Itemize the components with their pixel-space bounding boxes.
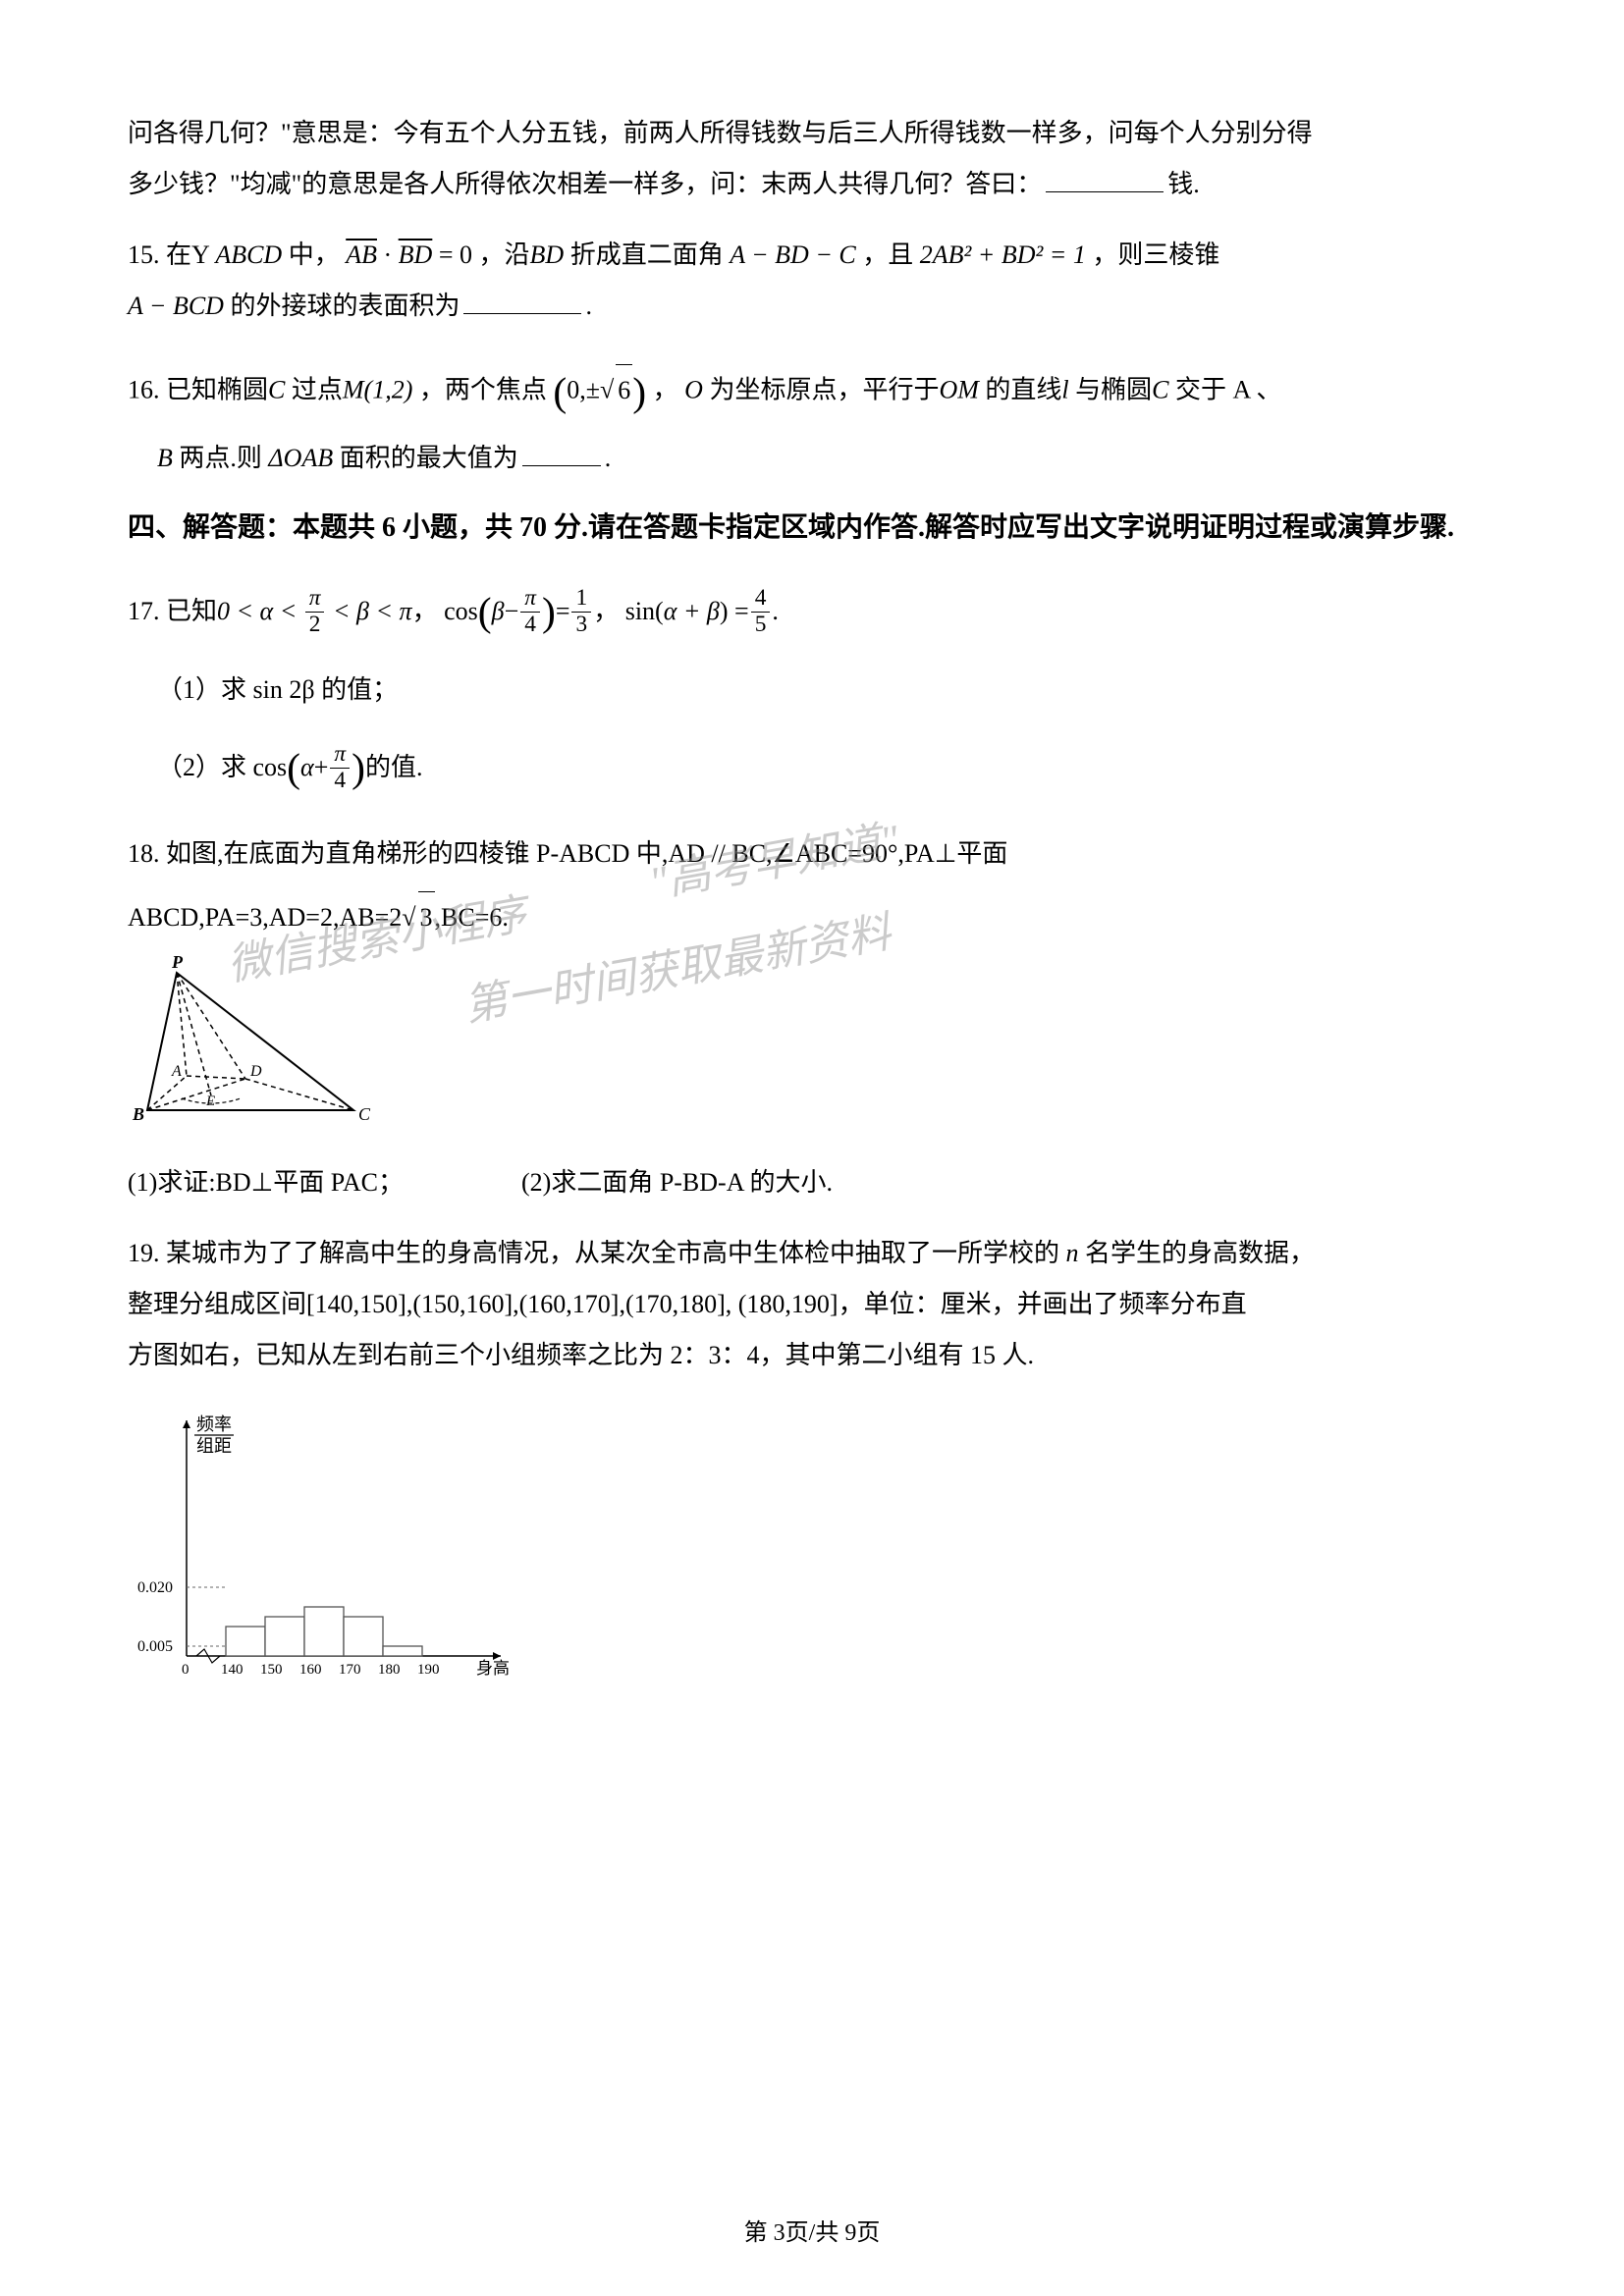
q17-inequality: 0 < α < π2 < β < π xyxy=(217,586,412,637)
svg-text:身高: 身高 xyxy=(476,1659,510,1678)
q18-parts: (1)求证:BD⊥平面 PAC； (2)求二面角 P-BD-A 的大小. xyxy=(128,1157,1496,1208)
q19-line2: 整理分组成区间[140,150],(150,160],(160,170],(17… xyxy=(128,1279,1496,1330)
svg-text:A: A xyxy=(171,1063,182,1080)
q16-blank xyxy=(522,436,601,466)
q14-line1: 问各得几何？"意思是：今有五个人分五钱，前两人所得钱数与后三人所得钱数一样多，问… xyxy=(128,108,1496,159)
svg-text:B: B xyxy=(132,1104,144,1124)
q17-line1: 17. 已知 0 < α < π2 < β < π ， cos(β − π4) … xyxy=(128,571,1496,653)
svg-text:0: 0 xyxy=(182,1662,189,1678)
page-footer: 第 3页/共 9页 xyxy=(0,2210,1624,2257)
svg-text:190: 190 xyxy=(417,1662,440,1678)
svg-text:160: 160 xyxy=(299,1662,322,1678)
svg-text:P: P xyxy=(171,953,184,972)
svg-text:组距: 组距 xyxy=(196,1436,232,1456)
q17-sin-expr: sin(α + β) = 45 xyxy=(625,586,773,637)
svg-text:150: 150 xyxy=(260,1662,283,1678)
q17: 17. 已知 0 < α < π2 < β < π ， cos(β − π4) … xyxy=(128,571,1496,809)
pyramid-icon: P A D B C E xyxy=(128,953,383,1130)
q19: 19. 某城市为了了解高中生的身高情况，从某次全市高中生体检中抽取了一所学校的 … xyxy=(128,1228,1496,1713)
q18-line2: ABCD,PA=3,AD=2,AB=2√3,BC=6. xyxy=(128,891,1496,943)
svg-text:170: 170 xyxy=(339,1662,361,1678)
q15-blank xyxy=(463,284,581,314)
q18-figure: P A D B C E xyxy=(128,953,1496,1148)
svg-text:180: 180 xyxy=(378,1662,401,1678)
q14-blank xyxy=(1046,162,1164,192)
vector-bd: BD xyxy=(399,240,433,269)
q18-part2: (2)求二面角 P-BD-A 的大小. xyxy=(521,1157,833,1208)
svg-text:C: C xyxy=(358,1104,371,1124)
q18-part1: (1)求证:BD⊥平面 PAC； xyxy=(128,1157,404,1208)
q15: 15. 在Y ABCD 中， AB · BD = 0 ，沿BD 折成直二面角 A… xyxy=(128,230,1496,332)
svg-text:140: 140 xyxy=(221,1662,244,1678)
q14-line2: 多少钱？"均减"的意思是各人所得依次相差一样多，问：末两人共得几何？答曰：钱. xyxy=(128,159,1496,210)
q17-part1: （1）求 sin 2β 的值； xyxy=(157,665,1496,716)
q16: 16. 已知椭圆C 过点M(1,2) ，两个焦点 (0,±√6) ， O 为坐标… xyxy=(128,351,1496,484)
q18-line1: 18. 如图,在底面为直角梯形的四棱锥 P-ABCD 中,AD // BC,∠A… xyxy=(128,828,1496,880)
svg-text:D: D xyxy=(249,1063,262,1080)
q14-continuation: 问各得几何？"意思是：今有五个人分五钱，前两人所得钱数与后三人所得钱数一样多，问… xyxy=(128,108,1496,210)
histogram-chart: 频率 组距 0.020 0.005 0 140 150 160 170 180 … xyxy=(128,1401,540,1695)
q16-line1: 16. 已知椭圆C 过点M(1,2) ，两个焦点 (0,±√6) ， O 为坐标… xyxy=(128,351,1496,433)
q17-part2: （2）求 cos (α + π4) 的值. xyxy=(157,727,1496,809)
q19-line3: 方图如右，已知从左到右前三个小组频率之比为 2：3：4，其中第二小组有 15 人… xyxy=(128,1330,1496,1381)
q16-line2: B 两点.则 ΔOAB 面积的最大值为. xyxy=(157,433,1496,484)
q19-line1: 19. 某城市为了了解高中生的身高情况，从某次全市高中生体检中抽取了一所学校的 … xyxy=(128,1228,1496,1279)
q17-cos-expr: cos(β − π4) = 13 xyxy=(444,571,593,653)
svg-text:0.020: 0.020 xyxy=(137,1579,173,1596)
q19-histogram: 频率 组距 0.020 0.005 0 140 150 160 170 180 … xyxy=(128,1401,1496,1713)
svg-text:频率: 频率 xyxy=(196,1415,232,1434)
q15-line2: A − BCD 的外接球的表面积为. xyxy=(128,281,1496,332)
vector-ab: AB xyxy=(346,240,377,269)
q18: 18. 如图,在底面为直角梯形的四棱锥 P-ABCD 中,AD // BC,∠A… xyxy=(128,828,1496,1208)
svg-text:0.005: 0.005 xyxy=(137,1638,173,1655)
section4-header: 四、解答题：本题共 6 小题，共 70 分.请在答题卡指定区域内作答.解答时应写… xyxy=(128,504,1496,553)
svg-text:E: E xyxy=(205,1094,215,1109)
q15-line1: 15. 在Y ABCD 中， AB · BD = 0 ，沿BD 折成直二面角 A… xyxy=(128,230,1496,281)
